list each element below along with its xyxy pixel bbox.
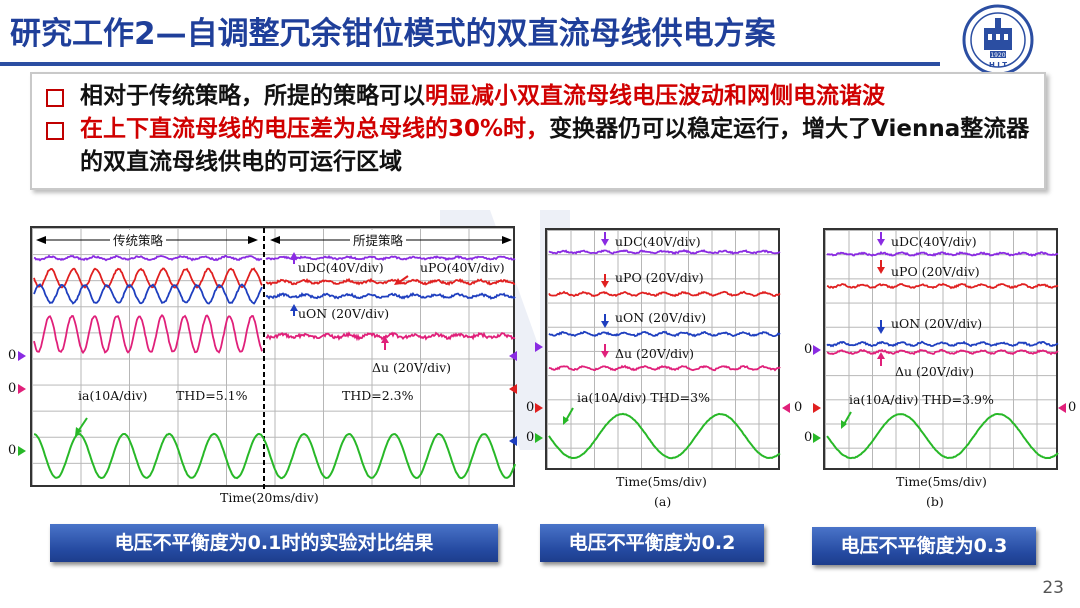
label-udc: uDC(40V/div) bbox=[298, 260, 384, 275]
bullet-2: 在上下直流母线的电压差为总母线的30%时，变换器仍可以稳定运行，增大了Vienn… bbox=[42, 113, 1034, 179]
slide-title: 研究工作2—自调整冗余钳位模式的双直流母线供电方案 bbox=[10, 16, 776, 52]
bullet-1: 相对于传统策略，所提的策略可以明显减小双直流母线电压波动和网侧电流谐波 bbox=[42, 80, 1034, 113]
label-upo: uPO(40V/div) bbox=[420, 260, 505, 275]
label-uon: uON (20V/div) bbox=[298, 306, 390, 321]
ch-marker-right bbox=[782, 403, 790, 413]
label-ia-thd: ia(10A/div) THD=3% bbox=[577, 390, 710, 405]
xaxis-b: Time(5ms/div) bbox=[896, 474, 987, 489]
bullet-1-highlight: 明显减小双直流母线电压波动和网侧电流谐波 bbox=[425, 83, 885, 109]
subfig-label-b: (b) bbox=[926, 494, 944, 509]
zero-marker: 0 bbox=[8, 381, 17, 396]
zero-marker: 0 bbox=[526, 430, 535, 445]
university-logo: 1920 H I T bbox=[962, 4, 1034, 76]
label-thd-proposed: THD=2.3% bbox=[342, 388, 414, 403]
ch-marker-left bbox=[813, 345, 821, 355]
bullet-2-highlight: 在上下直流母线的电压差为总母线的30%时， bbox=[80, 116, 550, 142]
zero-marker: 0 bbox=[804, 342, 813, 357]
section-label-proposed: 所提策略 bbox=[350, 230, 407, 249]
ch-marker-left bbox=[535, 433, 543, 443]
bullet-1-text: 相对于传统策略，所提的策略可以 bbox=[80, 83, 425, 109]
ch-marker-right bbox=[1058, 403, 1066, 413]
label-uon: uON (20V/div) bbox=[615, 310, 707, 325]
zero-marker: 0 bbox=[804, 430, 813, 445]
oscilloscope-main: 传统策略 所提策略 uDC(40V/div) uPO(40V/div) uON … bbox=[30, 226, 516, 489]
xaxis-main: Time(20ms/div) bbox=[220, 490, 319, 505]
caption-imbalance-0.3: 电压不平衡度为0.3 bbox=[812, 527, 1036, 565]
summary-box: 相对于传统策略，所提的策略可以明显减小双直流母线电压波动和网侧电流谐波 在上下直… bbox=[30, 72, 1046, 190]
oscilloscope-b: uDC(40V/div) uPO (20V/div) uON (20V/div)… bbox=[823, 228, 1059, 470]
label-udc: uDC(40V/div) bbox=[615, 234, 701, 249]
subfig-label-a: (a) bbox=[654, 494, 672, 509]
zero-marker: 0 bbox=[794, 400, 803, 415]
label-upo: uPO (20V/div) bbox=[615, 270, 704, 285]
label-du: Δu (20V/div) bbox=[895, 364, 975, 379]
bullet-marker bbox=[46, 89, 64, 107]
scope-b-traces bbox=[826, 232, 1059, 460]
label-thd-conventional: THD=5.1% bbox=[176, 388, 248, 403]
ch-marker-right bbox=[509, 384, 517, 394]
scope-main-traces bbox=[33, 228, 516, 489]
bullet-2-text: 变换器仍可以稳定运行，增大了Vienna整流器的双直流母线供电的可运行区域 bbox=[80, 116, 1030, 175]
label-du: Δu (20V/div) bbox=[615, 346, 695, 361]
scope-a-traces bbox=[548, 232, 781, 460]
caption-imbalance-0.2: 电压不平衡度为0.2 bbox=[540, 524, 764, 562]
logo-letters: H I T bbox=[989, 61, 1007, 69]
label-ia: ia(10A/div) bbox=[78, 388, 148, 403]
ch-marker-right bbox=[509, 351, 517, 361]
zero-marker: 0 bbox=[8, 443, 17, 458]
ch-marker-du bbox=[18, 384, 26, 394]
zero-marker: 0 bbox=[1068, 400, 1077, 415]
ch-marker-right bbox=[509, 436, 517, 446]
label-ia-thd: ia(10A/div) THD=3.9% bbox=[849, 392, 994, 407]
logo-year: 1920 bbox=[990, 52, 1005, 59]
title-underline bbox=[0, 62, 940, 66]
zero-marker: 0 bbox=[8, 348, 17, 363]
ch-marker-left bbox=[813, 403, 821, 413]
section-label-conventional: 传统策略 bbox=[110, 230, 167, 249]
label-upo: uPO (20V/div) bbox=[891, 264, 980, 279]
page-number: 23 bbox=[1042, 578, 1064, 598]
label-uon: uON (20V/div) bbox=[891, 316, 983, 331]
zero-marker: 0 bbox=[526, 400, 535, 415]
label-udc: uDC(40V/div) bbox=[891, 234, 977, 249]
ch-marker-ia bbox=[18, 446, 26, 456]
ch-marker-left bbox=[535, 342, 543, 352]
ch-marker-left bbox=[813, 433, 821, 443]
ch-marker-udc bbox=[18, 351, 26, 361]
xaxis-a: Time(5ms/div) bbox=[616, 474, 707, 489]
oscilloscope-a: uDC(40V/div) uPO (20V/div) uON (20V/div)… bbox=[545, 228, 781, 470]
label-du: Δu (20V/div) bbox=[372, 360, 452, 375]
bullet-marker bbox=[46, 122, 64, 140]
ch-marker-left bbox=[535, 403, 543, 413]
caption-imbalance-0.1: 电压不平衡度为0.1时的实验对比结果 bbox=[50, 524, 498, 562]
